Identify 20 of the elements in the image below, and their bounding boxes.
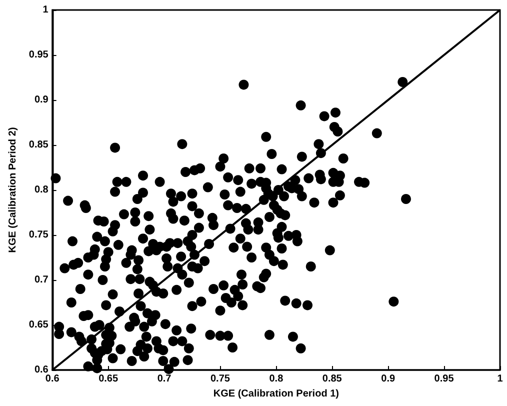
y-tick-label: 0.85 [28,140,49,150]
y-tick-label: 0.75 [28,230,49,240]
x-tick-label: 1 [497,374,504,384]
x-tick-label: 0.85 [322,374,342,384]
y-tick-label: 0.6 [34,364,49,376]
y-axis-title: KGE (Calibration Period 2) [8,127,18,253]
y-tick-label: 1 [42,4,49,16]
x-tick-label: 0.95 [434,374,454,384]
y-tick-label: 0.65 [28,320,49,330]
y-tick-label: 0.7 [34,274,49,286]
x-tick-label: 0.65 [98,374,118,384]
y-tick-label: 0.8 [34,184,49,196]
x-tick-label: 0.8 [269,374,284,384]
y-tick-label: 0.95 [28,50,49,60]
x-axis-title: KGE (Calibration Period 1) [213,388,339,400]
x-tick-label: 0.6 [45,374,60,384]
x-tick-label: 0.7 [157,374,172,384]
x-tick-label: 0.9 [381,374,396,384]
x-tick-label: 0.75 [210,374,230,384]
y-tick-label: 0.9 [34,94,49,106]
